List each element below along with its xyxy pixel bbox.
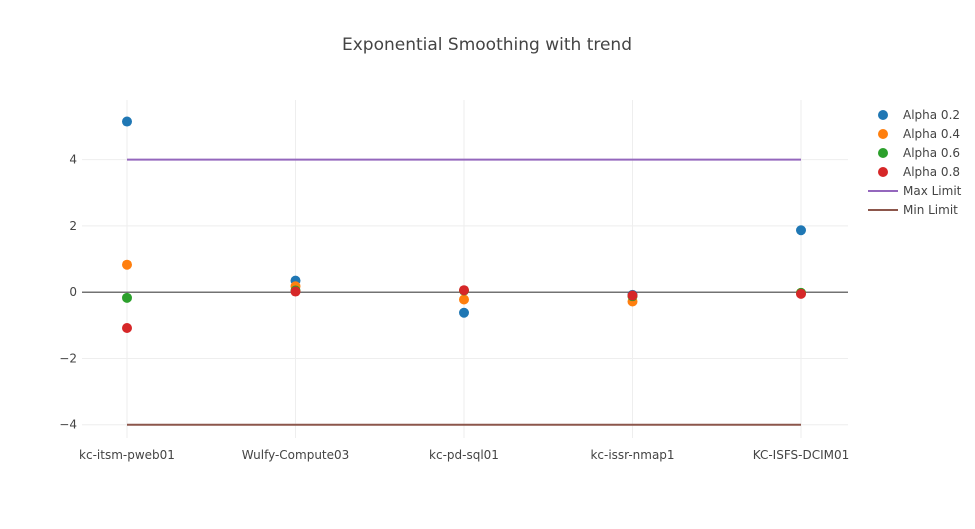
legend-marker-swatch — [878, 110, 888, 120]
y-tick-label: 4 — [69, 153, 77, 167]
legend-item[interactable]: Alpha 0.2 — [878, 108, 960, 122]
legend-label: Alpha 0.2 — [903, 108, 960, 122]
data-point — [796, 288, 806, 299]
x-tick-label: kc-itsm-pweb01 — [79, 448, 175, 462]
data-point — [459, 307, 469, 318]
y-tick-label: 0 — [69, 285, 77, 299]
legend-label: Alpha 0.8 — [903, 165, 960, 179]
legend-item[interactable]: Alpha 0.6 — [878, 146, 960, 160]
legend-marker-swatch — [878, 167, 888, 177]
grid-layer — [82, 100, 848, 438]
legend-label: Alpha 0.6 — [903, 146, 960, 160]
legend-item[interactable]: Max Limit — [868, 184, 962, 198]
legend-item[interactable]: Min Limit — [868, 203, 958, 217]
data-point — [459, 285, 469, 296]
axis-layer: kc-itsm-pweb01 Wulfy-Compute03 kc-pd-sql01… — [59, 153, 849, 462]
legend-label: Alpha 0.4 — [903, 127, 960, 141]
x-tick-label: kc-issr-nmap1 — [590, 448, 674, 462]
x-tick-label: Wulfy-Compute03 — [242, 448, 350, 462]
x-tick-label: KC-ISFS-DCIM01 — [753, 448, 850, 462]
legend-item[interactable]: Alpha 0.8 — [878, 165, 960, 179]
series-layer — [122, 116, 806, 426]
legend[interactable]: Alpha 0.2 Alpha 0.4 Alpha 0.6 Alpha 0.8 Max … — [868, 108, 962, 217]
data-point — [122, 116, 132, 127]
y-tick-label: −4 — [59, 418, 77, 432]
y-tick-label: −2 — [59, 351, 77, 365]
data-point — [122, 322, 132, 333]
data-point — [122, 292, 132, 303]
data-point — [122, 259, 132, 270]
legend-label: Min Limit — [903, 203, 958, 217]
chart-title: Exponential Smoothing with trend — [342, 35, 632, 55]
data-point — [459, 294, 469, 305]
legend-marker-swatch — [878, 129, 888, 139]
legend-marker-swatch — [878, 148, 888, 158]
x-tick-label: kc-pd-sql01 — [429, 448, 499, 462]
legend-item[interactable]: Alpha 0.4 — [878, 127, 960, 141]
legend-label: Max Limit — [903, 184, 962, 198]
y-tick-label: 2 — [69, 219, 77, 233]
data-point — [627, 290, 638, 301]
data-point — [290, 286, 301, 297]
data-point — [796, 225, 806, 236]
